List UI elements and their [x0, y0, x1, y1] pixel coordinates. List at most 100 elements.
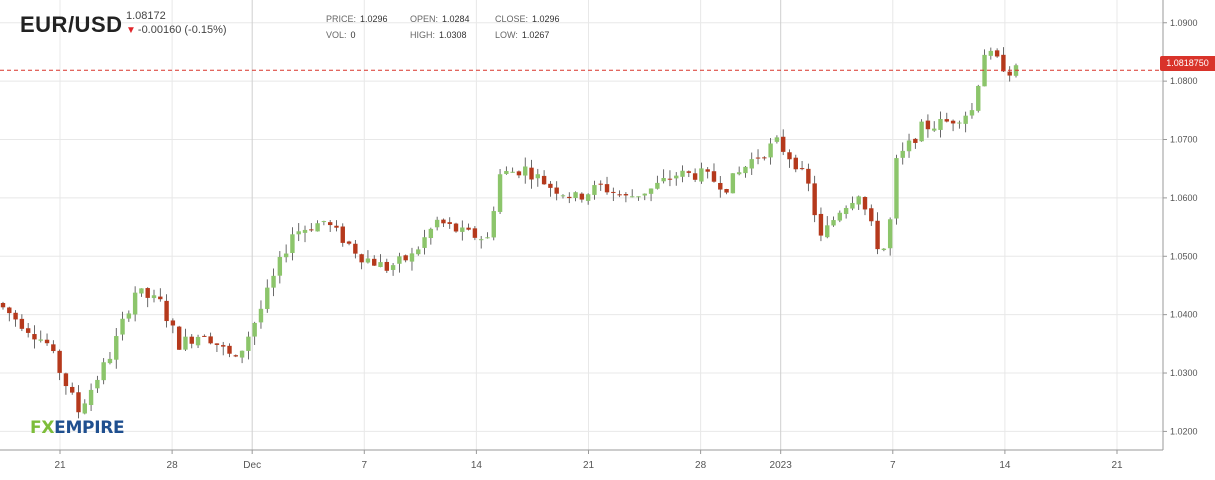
candle-down [334, 225, 339, 228]
candle-down [724, 189, 729, 193]
candle-down [176, 326, 182, 350]
candle-down [516, 171, 522, 176]
candle-up [837, 212, 843, 221]
x-tick-label: 14 [999, 460, 1011, 471]
x-tick-label: 21 [583, 460, 595, 471]
candle-up [932, 128, 937, 131]
candle-up [938, 119, 943, 130]
candle-up [460, 227, 465, 232]
candle-down [57, 350, 62, 373]
candle-down [403, 255, 408, 261]
candle-up [963, 115, 968, 124]
candle-up [749, 159, 754, 169]
candle-down [359, 254, 364, 263]
candle-up [969, 110, 975, 116]
symbol-title: EUR/USD [20, 12, 123, 37]
candle-up [183, 336, 188, 350]
candle-up [271, 275, 276, 288]
candle-down [189, 336, 194, 344]
candle-up [825, 225, 830, 238]
candle-down [441, 219, 446, 224]
candle-down [711, 171, 717, 182]
candle-down [158, 296, 163, 300]
candle-down [145, 288, 150, 298]
candle-down [13, 312, 18, 320]
candle-down [164, 300, 169, 322]
candle-down [202, 335, 207, 337]
candle-down [787, 152, 792, 160]
x-tick-label: 2023 [770, 460, 793, 471]
candle-up [648, 188, 654, 194]
stat-open: OPEN: 1.0284 [410, 14, 470, 24]
x-tick-label: 28 [695, 460, 707, 471]
stat-price: PRICE: 1.0296 [326, 14, 388, 24]
down-arrow-icon: ▼ [126, 25, 136, 36]
candle-down [227, 345, 232, 354]
candle-down [799, 168, 805, 170]
candle-down [686, 171, 692, 173]
price-change-value: -0.00160 (-0.15%) [137, 24, 227, 36]
candle-down [372, 258, 377, 266]
candle-down [950, 120, 956, 124]
candle-down [667, 178, 673, 180]
candle-up [434, 219, 440, 228]
fxempire-logo: FXEMPIRE [30, 418, 125, 438]
candle-down [818, 213, 824, 236]
candle-up [881, 248, 887, 251]
stat-high: HIGH: 1.0308 [410, 30, 467, 40]
candle-down [869, 208, 874, 222]
candle-down [623, 194, 629, 196]
candle-down [579, 193, 585, 200]
candle-up [258, 308, 264, 323]
x-tick-label: 7 [890, 460, 896, 471]
candle-up [365, 258, 371, 263]
x-tick-label: 28 [167, 460, 179, 471]
candle-down [214, 343, 220, 345]
candle-down [875, 220, 880, 250]
candle-down [44, 339, 50, 344]
candle-up [636, 196, 641, 198]
candle-up [321, 221, 327, 223]
x-tick-label: 14 [471, 460, 483, 471]
candle-up [856, 196, 861, 205]
x-tick-label: 21 [1111, 460, 1123, 471]
candle-up [831, 220, 836, 226]
candle-up [768, 143, 773, 158]
x-tick-label: 21 [54, 460, 66, 471]
candle-down [554, 187, 559, 194]
candle-up [655, 182, 660, 189]
candle-up [239, 350, 245, 358]
candle-down [346, 241, 352, 244]
candle-down [0, 303, 6, 308]
candle-up [378, 262, 383, 267]
candle-up [585, 194, 591, 201]
candle-down [309, 229, 314, 231]
candle-up [315, 223, 320, 232]
candle-up [957, 122, 962, 124]
candle-up [894, 158, 899, 219]
candle-down [994, 50, 1000, 57]
candle-down [1007, 71, 1012, 76]
candle-down [812, 183, 817, 216]
candle-down [705, 169, 710, 172]
candle-down [447, 222, 452, 224]
candle-down [170, 320, 176, 326]
candle-up [661, 178, 666, 182]
candle-up [114, 336, 119, 360]
candle-up [629, 196, 635, 198]
candle-up [416, 249, 421, 255]
candle-down [340, 226, 345, 243]
candle-up [573, 192, 578, 198]
candle-up [504, 171, 509, 174]
x-tick-label: Dec [243, 460, 261, 471]
candle-up [151, 295, 157, 299]
candle-up [283, 253, 289, 258]
candle-down [611, 191, 616, 193]
candle-down [25, 328, 31, 333]
candle-up [592, 185, 597, 195]
candle-up [88, 389, 94, 406]
candle-up [560, 195, 566, 197]
candle-down [755, 157, 761, 159]
candle-up [38, 339, 43, 341]
